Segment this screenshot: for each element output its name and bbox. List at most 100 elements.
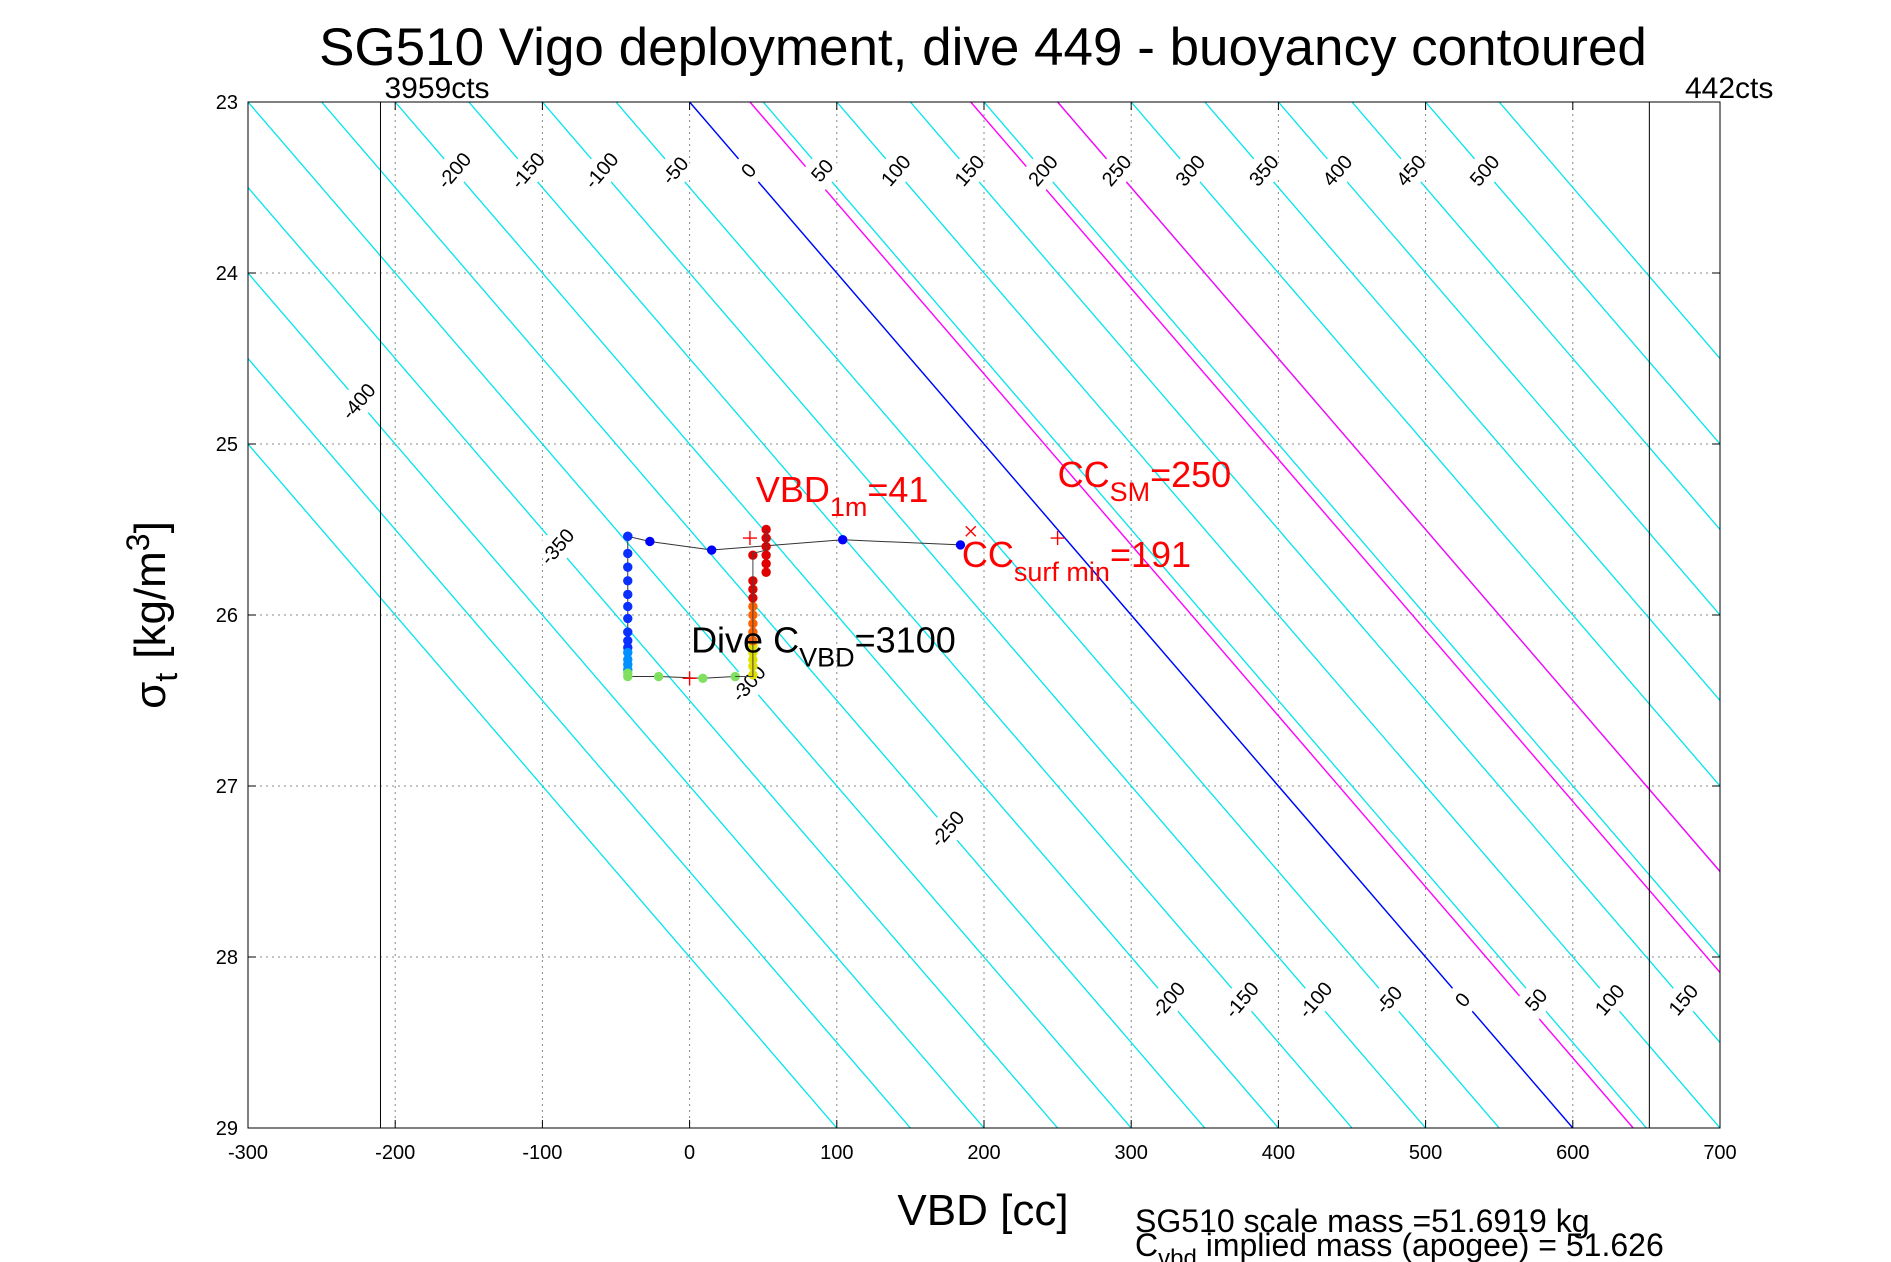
contour-label-bg — [1021, 149, 1065, 192]
contour-line — [909, 102, 1720, 1044]
special-contour-line — [970, 102, 1720, 974]
contour-label-bg — [337, 380, 380, 423]
annotation-main: VBD — [756, 469, 830, 510]
contour-label-bg — [948, 149, 991, 192]
annotation-value: =250 — [1150, 454, 1231, 495]
limit-label: 442cts — [1685, 72, 1773, 105]
annotation: CCSM=250 — [1058, 454, 1232, 507]
contour-label-bg — [1588, 978, 1631, 1021]
contour-line — [394, 102, 1279, 1128]
trajectory-point — [837, 535, 848, 545]
y-tick-label: 29 — [216, 1118, 238, 1140]
trajectory-point — [761, 567, 771, 577]
x-tick-label: -100 — [522, 1142, 562, 1164]
annotation-sub: surf min — [1014, 557, 1110, 587]
trajectory-point — [623, 671, 633, 682]
contour-label-bg — [653, 149, 697, 192]
special-contour-line — [689, 102, 1574, 1128]
contour-line — [248, 102, 1132, 1128]
contour-line — [1130, 102, 1720, 787]
implied-mass-note: Cvbd implied mass (apogee) = 51.626 — [1135, 1227, 1664, 1262]
trajectory-point — [698, 673, 708, 683]
x-marker — [965, 525, 977, 537]
contour-line — [1498, 102, 1720, 360]
contour-label-bg — [1463, 149, 1506, 192]
x-tick-label: 200 — [967, 1142, 1000, 1164]
contour-label-bg — [1220, 978, 1263, 1021]
contour-label-bg — [1168, 149, 1212, 192]
x-tick-label: 700 — [1703, 1142, 1736, 1164]
implied-mass-c: C — [1135, 1227, 1158, 1262]
trajectory-point — [623, 601, 633, 612]
contour-label-bg — [874, 149, 917, 192]
trajectory-point — [761, 559, 771, 569]
trajectory-point — [955, 540, 966, 550]
dive-trajectory — [623, 524, 966, 683]
trajectory-point — [645, 536, 655, 547]
y-tick-label: 23 — [216, 92, 238, 114]
limit-label: 3959cts — [384, 72, 489, 105]
contour-label-bg — [1146, 978, 1190, 1021]
trajectory-line — [735, 529, 767, 678]
contour-line — [248, 186, 1059, 1128]
plus-marker — [742, 531, 757, 546]
contour-label-bg — [1514, 978, 1558, 1021]
trajectory-point — [706, 545, 717, 555]
trajectory-point — [623, 627, 633, 637]
special-contour-line — [1057, 102, 1720, 873]
special-contour-line — [749, 102, 1634, 1128]
contour-label-bg — [1095, 149, 1138, 192]
contour-label-bg — [727, 149, 770, 192]
x-tick-label: -300 — [228, 1142, 268, 1164]
x-axis-label: VBD [cc] — [897, 1186, 1068, 1235]
contour-line — [321, 102, 1206, 1128]
contour-label-bg — [1316, 149, 1359, 192]
contour-label-bg — [926, 807, 969, 850]
trajectory-point — [623, 531, 633, 542]
trajectory-point — [653, 671, 664, 682]
contour-label-bg — [506, 149, 549, 192]
contour-line — [248, 357, 911, 1128]
annotation-sub: SM — [1110, 477, 1151, 507]
annotation-value: =3100 — [855, 620, 956, 661]
annotation-value: =41 — [867, 469, 928, 510]
contour-line — [1204, 102, 1720, 702]
trajectory-point — [623, 562, 633, 572]
trajectory-point — [623, 613, 633, 624]
contour-label-bg — [535, 525, 579, 568]
contour-line — [762, 102, 1647, 1128]
contour-label-bg — [1389, 149, 1433, 192]
y-tick-label: 25 — [216, 434, 238, 456]
x-tick-label: 300 — [1115, 1142, 1148, 1164]
contour-label-bg — [800, 149, 844, 192]
contour-label-bg — [1662, 978, 1705, 1021]
annotation-value: =191 — [1110, 534, 1191, 575]
y-axis-sigma-sub: t — [148, 673, 184, 682]
contour-line — [836, 102, 1720, 1128]
y-axis-units-close: ] — [126, 521, 175, 533]
annotation-sub: 1m — [830, 492, 868, 522]
contour-labels: -200 -150 -100 -50 0 50 100 150 200 250 300 350 400 4… — [337, 149, 1705, 1023]
contour-line — [1425, 102, 1720, 445]
contour-label-bg — [1242, 149, 1285, 192]
trajectory-point — [623, 576, 633, 586]
x-tick-label: 600 — [1556, 1142, 1589, 1164]
y-axis-sigma: σ — [126, 682, 175, 709]
contour-line — [1277, 102, 1720, 616]
annotation-main: CC — [962, 534, 1014, 575]
chart-title: SG510 Vigo deployment, dive 449 - buoyan… — [319, 18, 1647, 77]
contour-line — [615, 102, 1500, 1128]
contour-label-bg — [1441, 978, 1484, 1021]
annotation-main: Dive C — [691, 620, 799, 661]
annotation: VBD1m=41 — [756, 469, 929, 522]
y-tick-label: 26 — [216, 605, 238, 627]
vbd-limit-lines: 3959cts 442cts — [379, 72, 1773, 1128]
contour-line — [1351, 102, 1720, 531]
annotation-sub: VBD — [799, 643, 855, 673]
implied-mass-sub: vbd — [1158, 1245, 1197, 1262]
plus-marker — [1050, 531, 1065, 546]
y-tick-label: 28 — [216, 947, 238, 969]
trajectory-point — [623, 548, 633, 559]
